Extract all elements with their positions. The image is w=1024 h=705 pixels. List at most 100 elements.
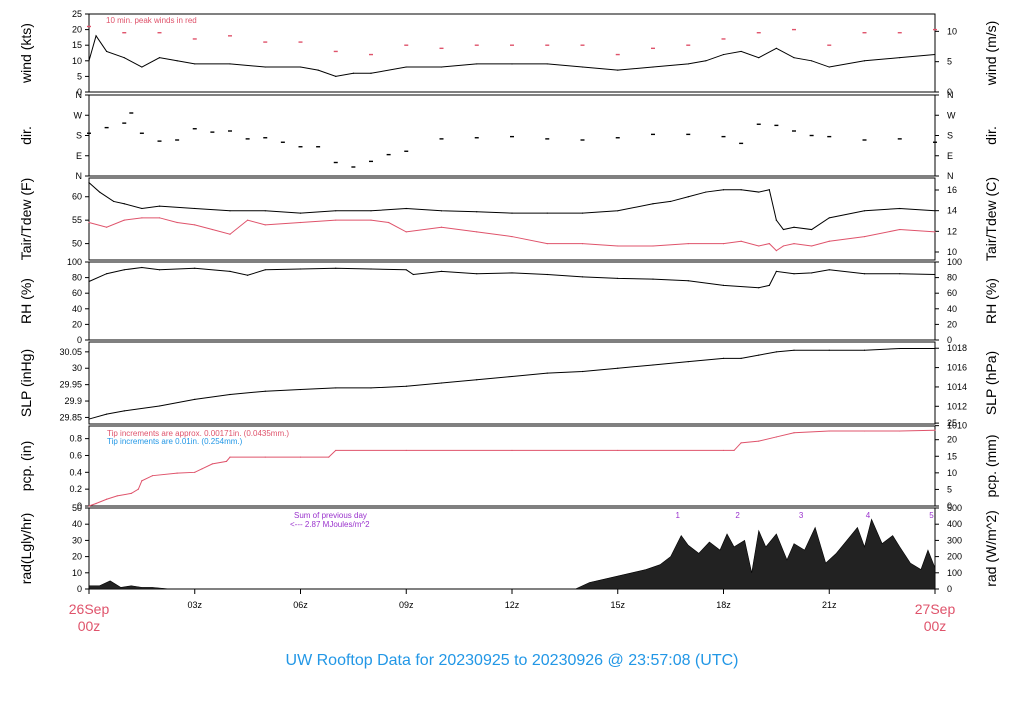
y-tick-label-right-precipitation: 25 <box>947 418 957 428</box>
data-point-pressure <box>863 349 866 351</box>
data-point-temperature <box>828 240 830 242</box>
data-point-wind <box>299 66 302 68</box>
data-point-temperature <box>775 250 777 252</box>
data-point-wind <box>106 50 108 53</box>
data-point-pressure <box>335 387 337 389</box>
y-axis-title-right-precipitation: pcp. (mm) <box>983 435 999 498</box>
data-point-temperature <box>123 203 125 205</box>
y-tick-label-precipitation: 0.2 <box>69 484 82 494</box>
data-point-wind <box>687 63 689 65</box>
panel-frame-wind <box>88 13 936 93</box>
data-point-humidity <box>141 266 143 269</box>
data-point-temperature <box>722 243 725 245</box>
data-point-wind <box>335 75 337 77</box>
data-point-precipitation <box>116 495 118 497</box>
y-tick-label-right-precipitation: 10 <box>947 468 957 478</box>
data-point-wind <box>511 63 513 65</box>
data-point-pressure <box>934 347 936 350</box>
data-point-humidity <box>264 269 266 271</box>
series-line-wind-0 <box>88 34 936 77</box>
y-tick-label-humidity: 60 <box>72 288 82 298</box>
y-tick-label-humidity: 80 <box>72 273 82 283</box>
y-tick-label-precipitation: 0.4 <box>69 467 82 477</box>
y-tick-label-wind: 0 <box>77 87 82 97</box>
y-axis-title-wind: wind (kts) <box>18 23 34 84</box>
annotation-precipitation: Tip increments are approx. 0.00171in. (0… <box>107 429 289 438</box>
data-point-humidity <box>768 284 770 286</box>
data-point-temperature <box>687 196 689 198</box>
data-point-temperature <box>581 243 584 245</box>
data-point-humidity <box>687 280 689 282</box>
data-point-humidity <box>652 278 654 280</box>
y-tick-label-right-humidity: 60 <box>947 288 957 298</box>
data-point-precipitation <box>899 430 901 432</box>
x-tick-label: 06z <box>293 600 308 610</box>
x-date-label: 26Sep <box>69 601 110 617</box>
y-tick-label-direction: E <box>76 151 82 161</box>
x-tick-label: 12z <box>505 600 520 610</box>
data-point-pressure <box>264 390 266 392</box>
panel-frame-direction <box>88 94 936 177</box>
data-point-precipitation <box>88 505 90 507</box>
data-point-humidity <box>194 267 196 269</box>
data-point-wind <box>194 63 196 65</box>
annotation-wind: 10 min. peak winds in red <box>106 16 197 25</box>
data-point-temperature <box>370 210 372 212</box>
y-tick-label-pressure: 29.85 <box>59 412 82 422</box>
hour-marker-label: 2 <box>735 511 740 520</box>
data-point-precipitation <box>511 449 513 452</box>
data-point-precipitation <box>740 442 742 444</box>
x-tick-label: 15z <box>610 600 625 610</box>
data-point-pressure <box>106 413 108 415</box>
data-point-temperature <box>229 210 231 212</box>
data-point-temperature <box>793 226 795 228</box>
data-point-precipitation <box>201 468 203 470</box>
data-point-wind <box>652 66 654 68</box>
data-point-temperature <box>98 191 101 193</box>
series-line-temperature-1 <box>88 217 936 252</box>
data-point-temperature <box>782 245 785 247</box>
y-tick-label-pressure: 29.9 <box>64 396 82 406</box>
data-point-pressure <box>440 382 443 384</box>
y-tick-label-right-precipitation: 5 <box>947 484 952 494</box>
data-point-temperature <box>775 219 777 221</box>
data-point-wind <box>158 57 161 59</box>
data-point-humidity <box>440 270 443 272</box>
data-point-humidity <box>581 276 584 278</box>
data-point-temperature <box>299 212 302 214</box>
data-point-humidity <box>546 273 548 276</box>
data-point-temperature <box>264 210 266 212</box>
data-point-temperature <box>581 212 584 214</box>
data-point-temperature <box>705 191 707 193</box>
data-point-pressure <box>194 398 196 400</box>
hour-marker-label: 3 <box>799 511 804 520</box>
data-point-temperature <box>88 221 90 224</box>
annotation-precipitation: Tip increments are 0.01in. (0.254mm.) <box>107 437 243 446</box>
data-point-temperature <box>141 207 143 210</box>
y-axis-title-humidity: RH (%) <box>18 278 34 324</box>
series-line-humidity-0 <box>88 266 936 289</box>
y-axis-title-right-radiation: rad (W/m^2) <box>983 510 999 587</box>
data-point-wind <box>722 53 725 56</box>
data-point-pressure <box>88 418 90 420</box>
data-point-pressure <box>370 387 372 389</box>
y-tick-label-direction: S <box>76 131 82 141</box>
y-axis-title-direction: dir. <box>18 126 34 145</box>
data-point-temperature <box>758 245 760 247</box>
y-tick-label-right-radiation: 400 <box>947 519 962 529</box>
data-point-temperature <box>793 243 795 245</box>
data-point-temperature <box>370 219 372 221</box>
data-point-precipitation <box>176 472 178 474</box>
data-point-pressure <box>775 351 777 353</box>
y-axis-title-radiation: rad(Lgly/hr) <box>18 513 34 585</box>
data-point-precipitation <box>722 449 725 452</box>
y-tick-label-wind: 10 <box>72 56 82 66</box>
data-point-temperature <box>899 207 901 210</box>
data-point-temperature <box>828 217 830 219</box>
y-tick-label-radiation: 50 <box>72 503 82 513</box>
y-axis-title-right-humidity: RH (%) <box>983 278 999 324</box>
y-axis-title-temperature: Tair/Tdew (F) <box>18 178 34 260</box>
footer-title: UW Rooftop Data for 20230925 to 20230926… <box>286 652 739 669</box>
data-point-temperature <box>247 219 249 221</box>
